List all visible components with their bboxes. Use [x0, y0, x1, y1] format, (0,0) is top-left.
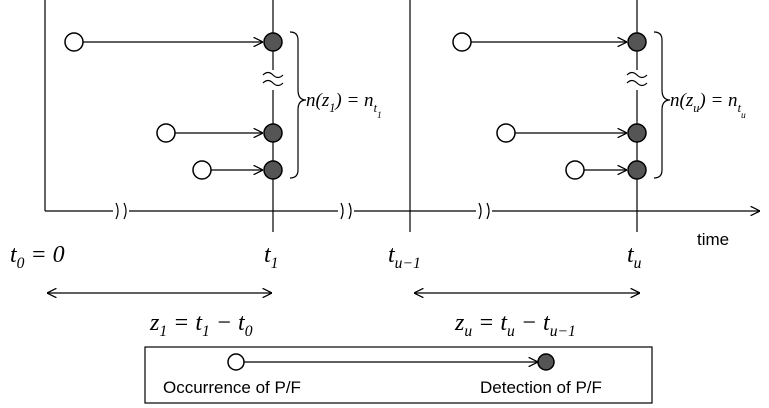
tick-label-part: 0 [17, 255, 25, 272]
count-label-part: u [693, 101, 699, 115]
count-label-part: n(z [670, 90, 694, 111]
interval-label-part: u−1 [550, 323, 576, 340]
axis-label: time [697, 230, 729, 249]
count-label-part: t [738, 101, 742, 115]
count-label: n(z1) = nt1 [306, 90, 382, 121]
interval-label-part: 0 [245, 323, 253, 340]
tick-label-part: t [10, 242, 18, 268]
count-label-part: ) = n [698, 90, 737, 111]
interval-label-part: − t [210, 310, 246, 336]
tick-label-part: u−1 [395, 255, 421, 272]
tick-label: tu [627, 242, 642, 272]
occurrence [192, 160, 212, 180]
tick-label-part: t [388, 242, 396, 268]
interval-label: zu = tu − tu−1 [454, 310, 576, 340]
detection [263, 32, 283, 52]
tick-label-part: = 0 [24, 242, 64, 268]
braces [289, 31, 671, 179]
count-label-part: t [374, 101, 378, 115]
interval-label-part: z [149, 310, 160, 336]
occurrence [64, 32, 84, 52]
detection [627, 160, 647, 180]
interval-label-part: u [464, 323, 472, 340]
count-label-part: n(z [306, 90, 330, 111]
tick-label-part: t [627, 242, 635, 268]
detection [263, 123, 283, 143]
occurrence [496, 123, 516, 143]
occurrence [156, 123, 176, 143]
tick-label-part: 1 [271, 255, 279, 272]
interval-label-part: z [454, 310, 465, 336]
axis-breaks [113, 70, 648, 222]
interval-label-part: − t [515, 310, 551, 336]
occurrence [452, 32, 472, 52]
detection [263, 160, 283, 180]
detection [627, 123, 647, 143]
events [64, 32, 647, 180]
legend-detection: Detection of P/F [480, 378, 602, 397]
interval-label-part: 1 [202, 323, 210, 340]
interval-label-part: = t [472, 310, 508, 336]
interval-label-part: = t [167, 310, 203, 336]
tick-label: tu−1 [388, 242, 421, 272]
detection [627, 32, 647, 52]
occurrence [565, 160, 585, 180]
count-label-part: 1 [377, 111, 382, 121]
tick-label: t0 = 0 [10, 242, 65, 272]
tick-label: t1 [264, 242, 278, 272]
count-label: n(zu) = ntu [670, 90, 746, 121]
interval-label-part: u [507, 323, 515, 340]
tick-label-part: u [634, 255, 642, 272]
legend-occurrence: Occurrence of P/F [163, 378, 301, 397]
interval-label: z1 = t1 − t0 [149, 310, 253, 340]
tick-label-part: t [264, 242, 272, 268]
count-label-part: u [741, 111, 746, 121]
count-label-part: 1 [329, 101, 335, 115]
axes [44, 0, 760, 232]
count-label-part: ) = n [334, 90, 373, 111]
legend: Occurrence of P/F Detection of P/F [144, 346, 653, 404]
interval-label-part: 1 [159, 323, 167, 340]
